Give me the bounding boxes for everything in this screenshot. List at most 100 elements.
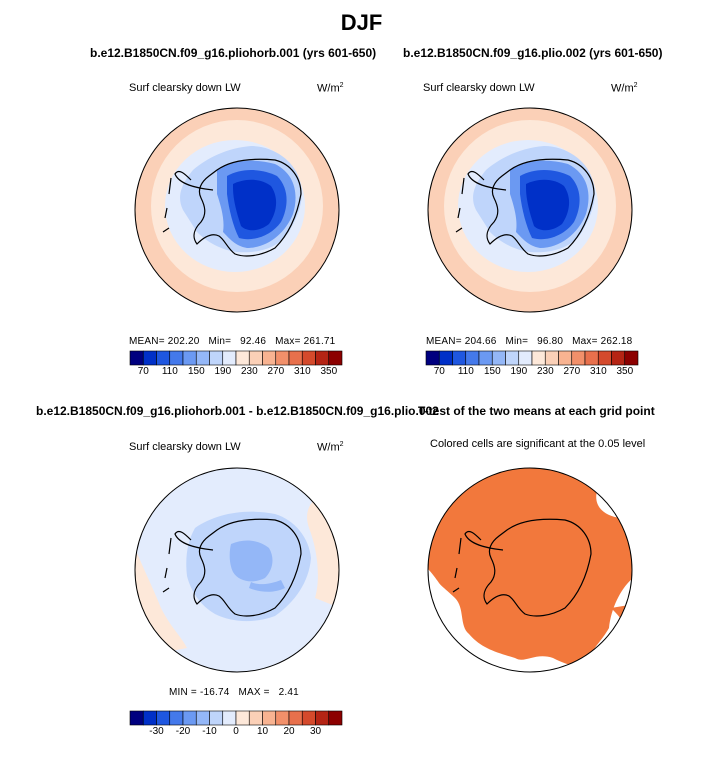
colorbar-box [478,350,493,366]
colorbar-box [262,350,277,366]
colorbar-box [182,710,197,726]
colorbar-box [597,350,612,366]
panel2-colorbar [425,350,639,366]
colorbar-box [209,710,224,726]
colorbar-tick-label: 150 [187,366,205,377]
colorbar-box [129,350,144,366]
panel2-map-border [427,107,633,313]
colorbar-tick-label: 310 [293,366,311,377]
colorbar-box [156,350,171,366]
colorbar-box [129,710,144,726]
colorbar-tick-label: 230 [240,366,258,377]
colorbar-box [315,350,330,366]
panel1-band-80 [233,179,277,231]
colorbar-tick-label: 70 [137,366,149,377]
colorbar-tick-label: 150 [483,366,501,377]
colorbar-box [169,710,184,726]
panel1-title: b.e12.B1850CN.f09_g16.pliohorb.001 (yrs … [90,46,377,60]
panel2-map [427,107,633,313]
panel1-colorbar [129,350,343,366]
colorbar-box [222,350,237,366]
panel1-colorbar-labels: 70 110 150 190 230 270 310 350 [130,366,342,378]
colorbar-tick-label: 110 [457,366,474,377]
panel3-map [134,467,340,673]
colorbar-box [452,350,467,366]
page-title: DJF [340,10,383,35]
panel3-units: W/m2 [317,441,344,454]
panel2-stats: MEAN= 204.66 Min= 96.80 Max= 262.18 [426,336,633,347]
colorbar-box [182,350,197,366]
colorbar-box [531,350,546,366]
colorbar-box [248,350,263,366]
colorbar-box [491,350,506,366]
panel4-subtitle: Colored cells are significant at the 0.0… [430,438,646,450]
colorbar-tick-label: 110 [161,366,178,377]
colorbar-tick-label: 10 [256,726,269,737]
colorbar-tick-label: 0 [233,726,239,737]
colorbar-tick-label: 310 [589,366,607,377]
colorbar-box [142,350,157,366]
panel4-title: T-test of the two means at each grid poi… [418,404,655,418]
panel3-variable-label: Surf clearsky down LW [129,441,241,453]
panel1-map [134,107,340,313]
colorbar-tick-label: -20 [175,726,191,737]
panel2-coastline [455,158,595,257]
panel2-title: b.e12.B1850CN.f09_g16.plio.002 (yrs 601-… [403,46,663,60]
colorbar-box [169,350,184,366]
colorbar-tick-label: 230 [536,366,554,377]
colorbar-tick-label: 70 [433,366,445,377]
panel4-map [427,467,633,673]
panel2-band-80 [526,179,570,231]
colorbar-box [142,710,157,726]
colorbar-box [571,350,586,366]
colorbar-tick-label: 190 [214,366,232,377]
colorbar-box [584,350,599,366]
panel1-variable-label: Surf clearsky down LW [129,82,241,94]
colorbar-box [235,350,250,366]
colorbar-box [624,350,639,366]
colorbar-box [438,350,453,366]
panel3-strong-negative-region [229,540,285,592]
colorbar-box [301,350,316,366]
colorbar-box [288,350,303,366]
colorbar-box [288,710,303,726]
colorbar-box [248,710,263,726]
panel3-title: b.e12.B1850CN.f09_g16.pliohorb.001 - b.e… [36,404,439,418]
colorbar-box [222,710,237,726]
panel1-map-border [134,107,340,313]
colorbar-box [301,710,316,726]
colorbar-box [544,350,559,366]
panel4-coastline [452,518,592,617]
panel1-stats: MEAN= 202.20 Min= 92.46 Max= 261.71 [129,336,336,347]
panel4-map-border [427,467,633,673]
panel3-colorbar [129,710,343,726]
colorbar-box [518,350,533,366]
colorbar-tick-label: 350 [320,366,338,377]
panel3-colorbar-labels: -30 -20 -10 0 10 20 30 [130,726,342,738]
colorbar-box [328,350,343,366]
colorbar-tick-label: 350 [616,366,634,377]
colorbar-box [465,350,480,366]
panel2-units: W/m2 [611,82,638,95]
colorbar-box [558,350,573,366]
colorbar-tick-label: 270 [563,366,581,377]
panel3-stats: MIN = -16.74 MAX = 2.41 [169,687,299,698]
colorbar-box [275,350,290,366]
panel2-colorbar-labels: 70 110 150 190 230 270 310 350 [426,366,638,378]
colorbar-box [505,350,520,366]
colorbar-box [195,350,210,366]
colorbar-box [315,710,330,726]
colorbar-box [195,710,210,726]
colorbar-tick-label: 270 [267,366,285,377]
colorbar-tick-label: -10 [202,726,217,737]
colorbar-box [611,350,626,366]
panel2-variable-label: Surf clearsky down LW [423,82,535,94]
colorbar-tick-label: -30 [149,726,164,737]
panel3-map-border [134,467,340,673]
colorbar-box [328,710,343,726]
colorbar-box [275,710,290,726]
panel3-coastline [162,518,302,617]
colorbar-tick-label: 30 [309,726,322,737]
colorbar-box [235,710,250,726]
colorbar-box [209,350,224,366]
